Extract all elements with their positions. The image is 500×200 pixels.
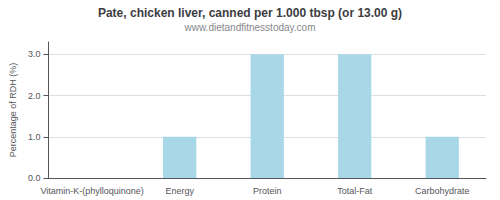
svg-text:Carbohydrate: Carbohydrate — [415, 186, 470, 196]
svg-text:Total-Fat: Total-Fat — [337, 186, 373, 196]
svg-text:0.0: 0.0 — [28, 173, 41, 183]
svg-text:Pate, chicken liver, canned pe: Pate, chicken liver, canned per 1.000 tb… — [98, 6, 402, 20]
svg-text:1.0: 1.0 — [28, 132, 41, 142]
svg-text:Energy: Energy — [165, 186, 194, 196]
svg-text:Percentage of RDH (%): Percentage of RDH (%) — [8, 63, 18, 158]
svg-text:Vitamin-K-(phylloquinone): Vitamin-K-(phylloquinone) — [40, 186, 143, 196]
svg-text:www.dietandfitnesstoday.com: www.dietandfitnesstoday.com — [184, 22, 316, 33]
svg-text:Protein: Protein — [253, 186, 282, 196]
svg-text:2.0: 2.0 — [28, 91, 41, 101]
svg-text:3.0: 3.0 — [28, 49, 41, 59]
